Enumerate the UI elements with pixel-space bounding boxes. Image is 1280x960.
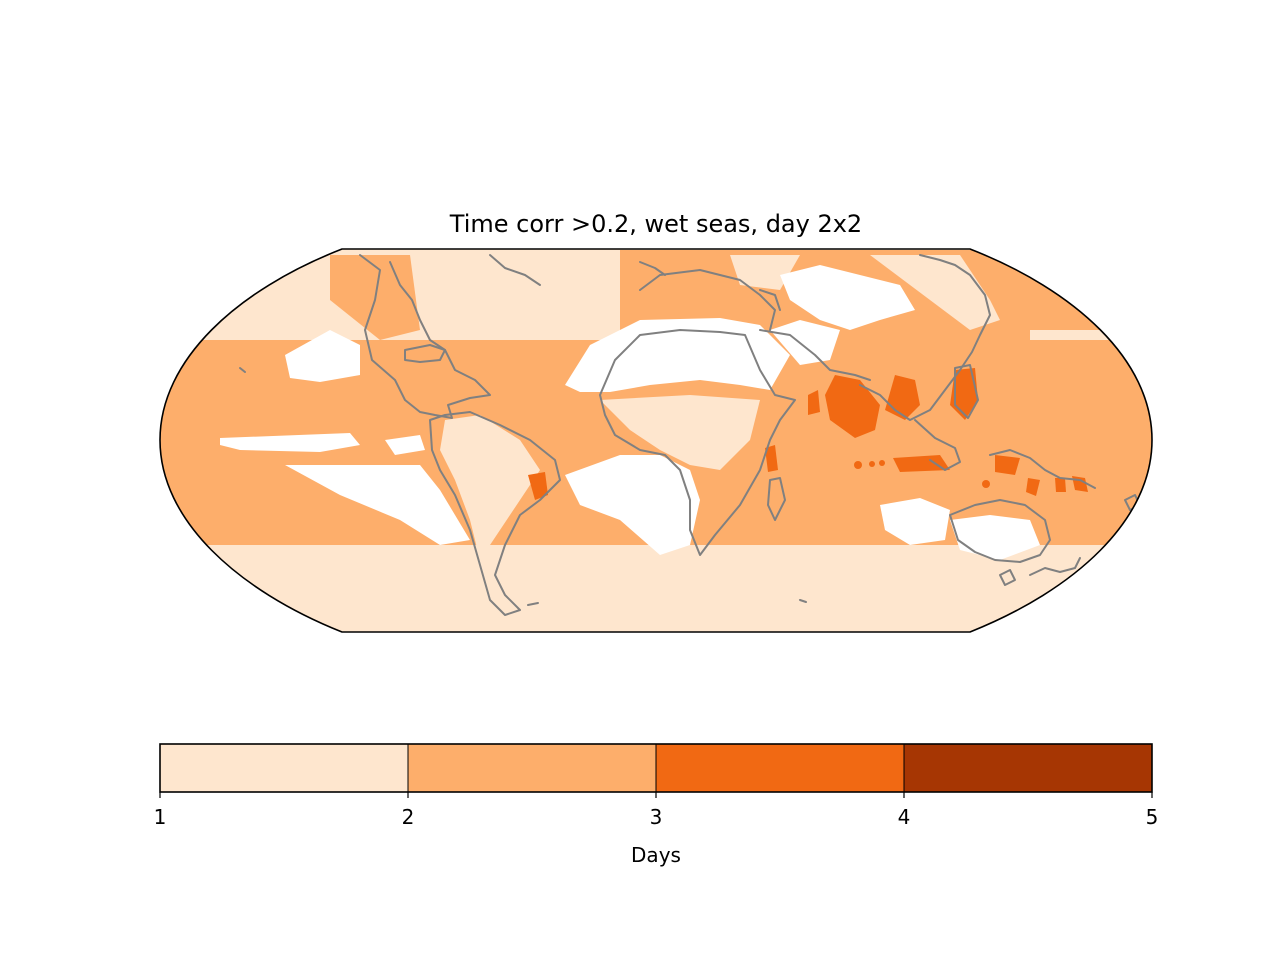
field-3-4-days-spot-d: [982, 480, 990, 488]
field-3-4-days-bay-of-bengal: [825, 375, 880, 438]
nodata-south-atlantic: [565, 455, 700, 555]
colorbar-bins: [159, 743, 1153, 793]
field-3-4-days-maritime-b: [1026, 478, 1040, 496]
field-1-2-days-south: [160, 545, 1152, 632]
field-3-4-days-arabian-sea: [808, 390, 820, 415]
field-3-4-days-maritime-c: [1055, 478, 1066, 492]
colorbar-tick-label: 1: [154, 805, 167, 829]
nodata-north-pacific: [285, 330, 360, 382]
nodata-central-asia: [780, 265, 915, 330]
colorbar-bin-2: [407, 743, 657, 793]
map-panel: [159, 248, 1153, 633]
nodata-south-indian: [880, 498, 950, 545]
colorbar-ticks: 1 2 3 4 5: [154, 792, 1159, 829]
colorbar-label: Days: [631, 843, 681, 867]
field-3-4-days-spot-c: [879, 460, 885, 466]
colorbar-tick-label: 3: [650, 805, 663, 829]
field-3-4-days-east-africa: [765, 445, 778, 472]
coastlines: [239, 254, 1141, 616]
colorbar-tick-label: 5: [1146, 805, 1159, 829]
field-3-4-days-brazil: [528, 472, 548, 500]
nodata-east-pacific: [385, 435, 425, 455]
nodata-south-pacific: [285, 465, 470, 545]
field-3-4-days-maritime-a: [995, 455, 1020, 475]
field-3-4-days-indonesia: [893, 455, 950, 472]
field-1-2-days-north-atlantic: [410, 255, 620, 330]
nodata-sahara: [565, 318, 790, 392]
colorbar-tick-label: 4: [898, 805, 911, 829]
field-3-4-days-spot-b: [869, 461, 875, 467]
colorbar-bin-3: [655, 743, 905, 793]
nodata-arabia: [770, 320, 840, 365]
nodata-equatorial-pacific: [220, 433, 360, 452]
field-1-2-days-africa: [600, 395, 760, 470]
colorbar-tick-label: 2: [402, 805, 415, 829]
nodata-australia: [950, 515, 1040, 560]
field-1-2-days-south-america: [440, 415, 540, 560]
map-boundary: [159, 248, 1153, 633]
colorbar-bin-4: [903, 743, 1153, 793]
field-3-4-days-spot-a: [854, 461, 862, 469]
colorbar-bin-1: [159, 743, 409, 793]
map-fill: [160, 249, 1152, 632]
map-title: Time corr >0.2, wet seas, day 2x2: [449, 210, 862, 238]
colorbar: 1 2 3 4 5 Days: [154, 743, 1159, 867]
